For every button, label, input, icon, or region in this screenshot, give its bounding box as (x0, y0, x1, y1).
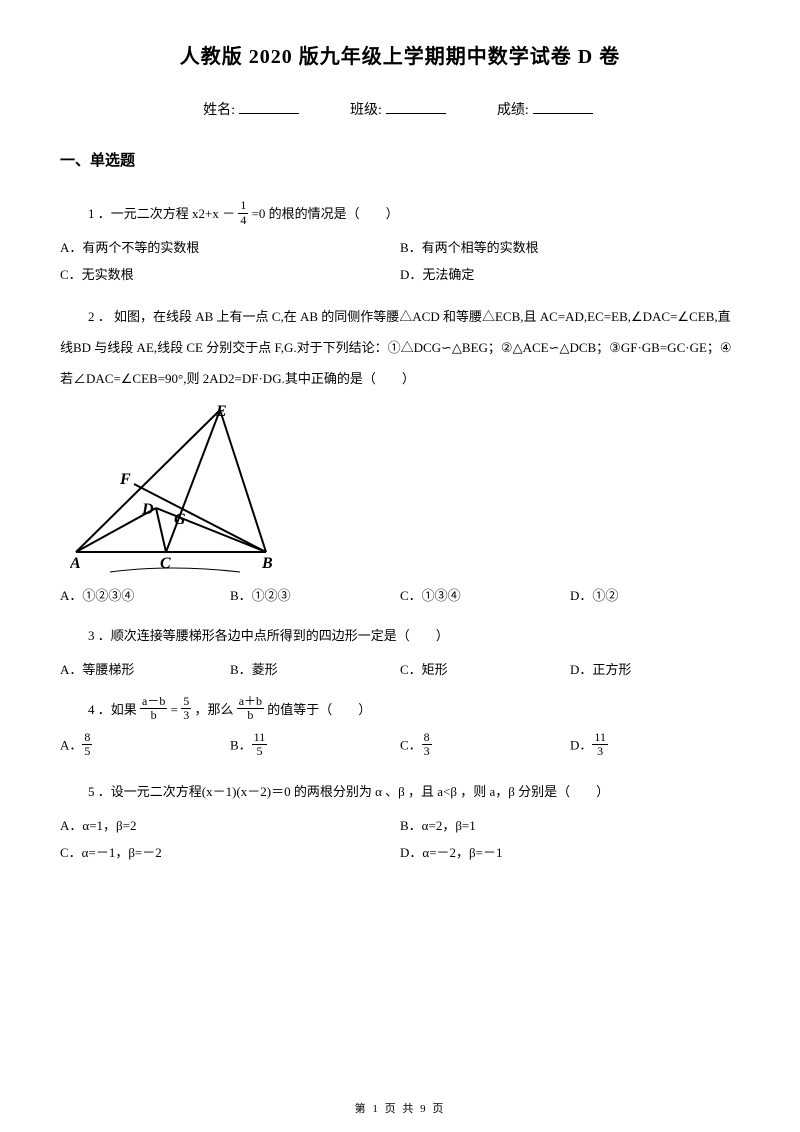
q5-opt-a[interactable]: A．α=1，β=2 (60, 815, 400, 834)
q1-text-b: =0 的根的情况是（ ） (252, 206, 399, 221)
q3-opt-c[interactable]: C．矩形 (400, 659, 570, 678)
q4-options: A．85 B．115 C．83 D．113 (60, 733, 740, 760)
q5-opt-b[interactable]: B．α=2，β=1 (400, 815, 740, 834)
page-title: 人教版 2020 版九年级上学期期中数学试卷 D 卷 (60, 40, 740, 69)
q3-opt-b[interactable]: B．菱形 (230, 659, 400, 678)
q4-text-c: 的值等于（ ） (267, 702, 371, 717)
score-blank[interactable] (533, 113, 593, 114)
svg-text:E: E (215, 404, 227, 420)
q1-options-row1: A．有两个不等的实数根 B．有两个相等的实数根 (60, 237, 740, 256)
q1-frac: 14 (238, 199, 248, 226)
q4-opt-b[interactable]: B．115 (230, 733, 400, 760)
q5-options-row1: A．α=1，β=2 B．α=2，β=1 (60, 815, 740, 834)
q5-stem: 5 ．设一元二次方程(x－1)(x－2)＝0 的两根分别为 α 、β ，且 a<… (60, 778, 740, 807)
q5-opt-d[interactable]: D．α=－2，β=－1 (400, 842, 740, 861)
q2-opt-c[interactable]: C．①③④ (400, 585, 570, 604)
q2-options: A．①②③④ B．①②③ C．①③④ D．①② (60, 585, 740, 604)
q2-opt-a[interactable]: A．①②③④ (60, 585, 230, 604)
svg-text:A: A (70, 555, 81, 572)
q5-opt-c[interactable]: C．α=－1，β=－2 (60, 842, 400, 861)
class-label: 班级: (350, 103, 382, 118)
q4-b-pre: B． (230, 737, 252, 752)
q4-stem: 4 ．如果 a－bb = 53 ，那么 a＋bb 的值等于（ ） (60, 696, 740, 725)
q4-d-pre: D． (570, 737, 592, 752)
info-row: 姓名: 班级: 成绩: (60, 99, 740, 119)
q1-opt-a[interactable]: A．有两个不等的实数根 (60, 237, 400, 256)
q1-options-row2: C．无实数根 D．无法确定 (60, 264, 740, 283)
q2-opt-d[interactable]: D．①② (570, 585, 740, 604)
q4-a-pre: A． (60, 737, 82, 752)
q3-opt-d[interactable]: D．正方形 (570, 659, 740, 678)
q4-c-pre: C． (400, 737, 422, 752)
q3-opt-a[interactable]: A．等腰梯形 (60, 659, 230, 678)
svg-text:B: B (261, 555, 273, 572)
q4-frac2: 53 (181, 695, 191, 722)
q4-opt-a[interactable]: A．85 (60, 733, 230, 760)
q5-options-row2: C．α=－1，β=－2 D．α=－2，β=－1 (60, 842, 740, 861)
q1-opt-c[interactable]: C．无实数根 (60, 264, 400, 283)
svg-text:C: C (160, 555, 171, 572)
q2-opt-b[interactable]: B．①②③ (230, 585, 400, 604)
score-label: 成绩: (497, 103, 529, 118)
q4-opt-c[interactable]: C．83 (400, 733, 570, 760)
q4-eq: = (171, 702, 182, 717)
q1-text-a: 1 ．一元二次方程 x2+x － (88, 206, 235, 221)
svg-text:F: F (119, 471, 131, 488)
q4-text-a: 4 ．如果 (88, 702, 140, 717)
q4-text-b: ，那么 (194, 702, 236, 717)
svg-text:D: D (141, 501, 154, 518)
q4-frac3: a＋bb (237, 695, 264, 722)
q2-stem: 2 ． 如图，在线段 AB 上有一点 C,在 AB 的同侧作等腰△ACD 和等腰… (60, 301, 740, 395)
q1-opt-b[interactable]: B．有两个相等的实数根 (400, 237, 740, 256)
section-heading: 一、单选题 (60, 149, 740, 170)
page-footer: 第 1 页 共 9 页 (0, 1100, 800, 1116)
class-blank[interactable] (386, 113, 446, 114)
q1-stem: 1 ．一元二次方程 x2+x － 14 =0 的根的情况是（ ） (60, 200, 740, 229)
q1-opt-d[interactable]: D．无法确定 (400, 264, 740, 283)
name-label: 姓名: (203, 103, 235, 118)
svg-text:G: G (174, 511, 186, 528)
q3-stem: 3 ．顺次连接等腰梯形各边中点所得到的四边形一定是（ ） (60, 622, 740, 651)
q4-opt-d[interactable]: D．113 (570, 733, 740, 760)
q4-frac1: a－bb (140, 695, 167, 722)
name-blank[interactable] (239, 113, 299, 114)
q3-options: A．等腰梯形 B．菱形 C．矩形 D．正方形 (60, 659, 740, 678)
q2-figure: A B C D E F G (70, 404, 740, 579)
